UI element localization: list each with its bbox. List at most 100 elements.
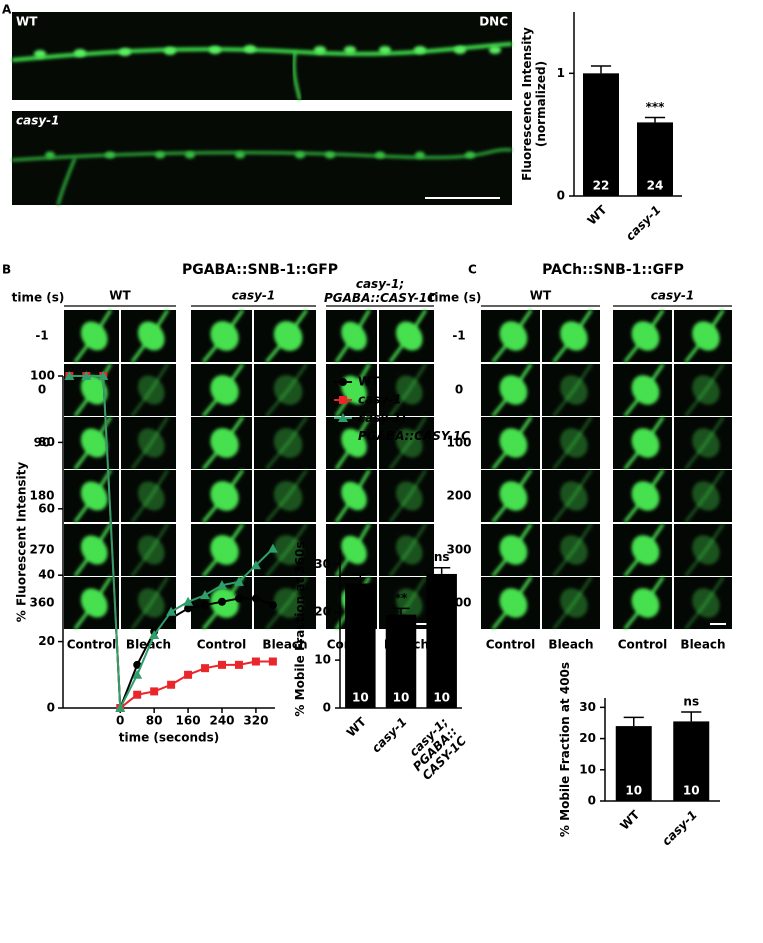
process [623,363,665,417]
micrograph [12,12,512,100]
y-tick-label: 100 [30,369,55,383]
neurite [292,51,302,101]
x-tick-label: WT [344,714,370,740]
x-tick-label: WT [617,807,643,833]
marker [217,580,227,590]
y-tick-label: 30 [314,557,331,571]
process [388,309,428,363]
y-axis-label-line: Fluorescence Intensity [520,27,534,181]
process [491,523,533,577]
process [684,523,725,577]
process [491,309,533,363]
time-label: 360 [29,596,54,610]
process [73,576,113,630]
marker [133,690,142,699]
marker [133,660,142,669]
process [202,363,245,417]
grid-title: PGABA::SNB-1::GFP [182,262,338,278]
marker [149,629,160,639]
y-axis-label-line: % Mobile Fraction at 400s [558,662,572,837]
time-label: 100 [446,436,471,450]
process [202,469,245,523]
varicosity [105,151,115,159]
process [130,309,170,363]
n-label: 10 [352,691,369,705]
panel-letter: B [2,263,11,277]
time-header: time (s) [12,291,65,305]
process [265,363,308,417]
significance: ns [683,695,699,709]
group-label: casy-1; PGABA::CASY-1C [324,277,436,305]
column-label: Bleach [680,638,725,652]
process [265,576,308,630]
process [684,416,725,470]
varicosity [235,151,245,159]
process [388,469,428,523]
marker [268,601,277,610]
bar [426,573,457,708]
varicosity [34,50,46,58]
varicosity [209,46,221,54]
process [684,363,725,417]
varicosity [414,46,426,54]
process [552,523,593,577]
y-tick-label: 80 [38,435,55,449]
time-label: 0 [455,383,463,397]
process [552,363,593,417]
legend-label: casy-1; PGABA::CASY-1C [358,411,470,443]
n-label: 10 [433,691,450,705]
process [202,523,245,577]
bar [637,122,673,196]
process [265,523,308,577]
column-label: Control [486,638,536,652]
bar [345,583,376,708]
x-tick-label: 240 [209,714,234,728]
process [388,523,428,577]
marker [234,660,243,669]
marker [166,606,177,616]
process [552,309,593,363]
varicosity [375,151,385,159]
significance: ** [395,591,408,605]
process [73,469,113,523]
y-axis-label-line: (normalized) [534,61,548,147]
marker [184,604,193,613]
process [130,363,170,417]
y-tick-label: 0 [588,794,596,808]
marker [218,660,226,669]
x-tick-label: 320 [243,714,268,728]
varicosity [465,151,475,159]
x-tick-label: WT [585,202,611,228]
y-axis-label: Fluorescence Intensity(normalized) [520,27,548,181]
process [334,523,371,577]
x-tick-label: casy-1 [369,715,410,756]
varicosity [244,45,256,53]
varicosity [119,48,131,56]
marker [201,664,210,673]
process [334,416,371,470]
process [491,416,533,470]
marker [201,601,210,610]
marker [115,703,126,712]
marker [251,657,260,666]
x-tick-label: 80 [146,714,163,728]
group-label: WT [530,289,552,303]
process [623,309,665,363]
marker [268,657,277,666]
marker [167,680,176,689]
varicosity [454,46,466,54]
time-label: 200 [446,489,471,503]
bar [583,73,619,196]
process [491,363,533,417]
image-label: casy-1 [16,114,60,128]
process [265,416,308,470]
grid-title: PACh::SNB-1::GFP [542,262,684,278]
marker [167,614,176,623]
process [623,469,665,523]
varicosity [344,46,356,54]
marker [339,396,347,404]
marker [339,378,347,386]
y-tick-label: 10 [314,653,331,667]
varicosity [325,151,335,159]
legend-label: WT [358,375,380,389]
